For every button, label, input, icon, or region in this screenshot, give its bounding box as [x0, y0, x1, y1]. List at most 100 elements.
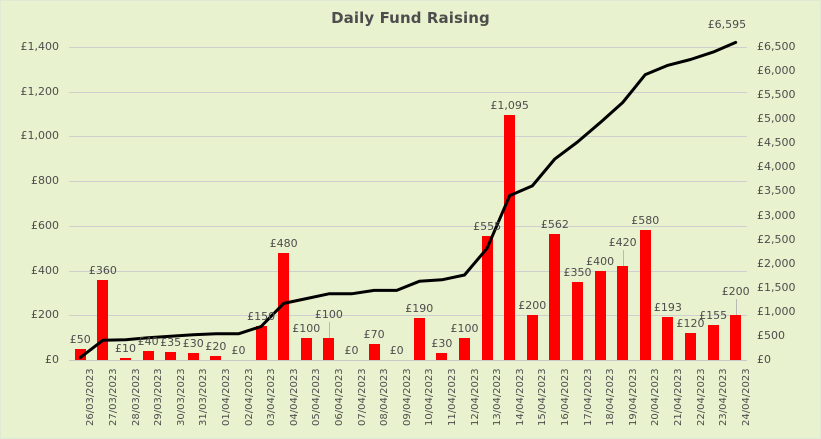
- bar-value-label: £100: [314, 307, 343, 321]
- bar-value-label: £50: [69, 332, 91, 346]
- y-axis-left-tick: £400: [31, 263, 59, 277]
- bar: [436, 353, 448, 360]
- y-axis-left-tick: £800: [31, 174, 59, 188]
- bar-value-label: £555: [473, 219, 502, 233]
- bar-value-label: £70: [363, 328, 385, 342]
- bar-value-label: £580: [631, 214, 660, 228]
- plot-area: £50 £360 £10 £40 £35 £30 £20 £0 £150 £480 £100 £100…: [69, 40, 750, 360]
- x-axis-tick-label: 13/04/2023: [492, 368, 504, 426]
- bar: [617, 266, 629, 360]
- x-axis-tick-label: 24/04/2023: [740, 368, 752, 426]
- bar: [526, 315, 538, 360]
- bar: [413, 317, 425, 360]
- bar-value-label: £0: [231, 344, 246, 357]
- y-axis-right-tick: £2,500: [757, 232, 796, 246]
- bar: [300, 337, 312, 360]
- bar-value-label: £0: [344, 344, 359, 357]
- bar-value-label: £100: [450, 321, 479, 335]
- bar-value-label: £193: [653, 300, 682, 314]
- x-axis-tick-label: 19/04/2023: [627, 368, 639, 426]
- chart-title: Daily Fund Raising: [331, 9, 490, 27]
- bar-value-label: £0: [389, 344, 404, 357]
- y-axis-right-tick: £3,000: [757, 208, 796, 222]
- x-axis-tick-label: 06/04/2023: [333, 368, 345, 426]
- bar-value-label: £420: [608, 236, 637, 250]
- bar: [504, 115, 516, 360]
- gridline: [69, 47, 747, 48]
- bar-value-label: £200: [721, 285, 750, 299]
- y-axis-right-tick: £5,500: [757, 88, 796, 102]
- x-axis-tick-label: 28/03/2023: [130, 368, 142, 426]
- bar-value-label: £200: [518, 299, 547, 313]
- x-axis-tick-label: 04/04/2023: [288, 368, 300, 426]
- x-axis-baseline: [69, 360, 747, 361]
- y-axis-left-tick: £1,400: [20, 40, 60, 53]
- bar-value-label: £1,095: [490, 99, 529, 113]
- x-axis-tick-label: 23/04/2023: [718, 368, 730, 426]
- bar: [459, 337, 470, 360]
- y-axis-right-tick: £4,000: [757, 160, 796, 174]
- x-axis-tick-label: 09/04/2023: [401, 368, 413, 426]
- bar-value-label: £190: [405, 301, 434, 315]
- y-axis-right-tick: £500: [757, 328, 785, 342]
- bar: [165, 352, 177, 360]
- bar: [662, 316, 674, 360]
- y-axis-right-tick: £1,000: [757, 304, 796, 318]
- bar-value-label: £480: [269, 236, 298, 250]
- y-axis-left-tick: £0: [45, 353, 59, 366]
- bar: [639, 230, 651, 360]
- bar: [594, 270, 606, 360]
- bar: [685, 333, 696, 360]
- y-axis-right-tick: £6,500: [757, 40, 796, 53]
- y-axis-left-tick: £200: [31, 308, 59, 322]
- bar-value-label: £562: [540, 218, 569, 232]
- bar: [730, 315, 742, 360]
- x-axis-tick-label: 05/04/2023: [311, 368, 323, 426]
- bar: [368, 344, 380, 360]
- bar: [255, 326, 267, 360]
- label-leader-line: [735, 299, 737, 316]
- x-axis-tick-label: 03/04/2023: [266, 368, 278, 426]
- bar-value-label: £40: [137, 335, 159, 349]
- x-axis-tick-label: 27/03/2023: [107, 368, 119, 426]
- bar: [481, 235, 493, 360]
- y-axis-left-tick: £1,000: [20, 129, 60, 143]
- bar: [707, 325, 719, 360]
- gridline: [69, 91, 747, 93]
- bar-value-label: £100: [292, 321, 321, 335]
- x-axis-tick-label: 22/04/2023: [695, 368, 707, 426]
- bar: [323, 337, 335, 360]
- label-leader-line: [328, 321, 330, 338]
- x-axis-tick-label: 26/03/2023: [85, 368, 97, 426]
- bar: [549, 234, 561, 360]
- x-axis-tick-label: 17/04/2023: [582, 368, 594, 426]
- x-axis-tick-label: 01/04/2023: [220, 368, 232, 426]
- bar-value-label: £35: [160, 336, 182, 350]
- label-leader-line: [622, 250, 624, 267]
- x-axis-tick-label: 30/03/2023: [175, 368, 187, 426]
- bar: [278, 252, 290, 360]
- x-axis-tick-label: 20/04/2023: [650, 368, 662, 426]
- bar: [572, 281, 583, 360]
- bar-value-label: £30: [182, 337, 204, 351]
- x-axis-tick-label: 08/04/2023: [379, 368, 391, 426]
- y-axis-right-tick: £2,000: [757, 256, 796, 270]
- x-axis-tick-label: 31/03/2023: [198, 368, 210, 426]
- bar-value-label: £120: [676, 317, 705, 331]
- x-axis-tick-label: 07/04/2023: [356, 368, 368, 426]
- gridline: [69, 136, 747, 138]
- bar: [187, 353, 199, 360]
- bar: [74, 348, 86, 360]
- x-axis-tick-label: 16/04/2023: [559, 368, 571, 426]
- y-axis-right-tick: £5,000: [757, 112, 796, 126]
- y-axis-right-tick: £3,500: [757, 184, 796, 198]
- bar-value-label: £20: [205, 339, 227, 353]
- x-axis-tick-label: 02/04/2023: [243, 368, 255, 426]
- x-axis-tick-label: 10/04/2023: [424, 368, 436, 426]
- x-axis-tick-label: 14/04/2023: [514, 368, 526, 426]
- gridline: [69, 181, 747, 183]
- y-axis-right-tick: £0: [757, 353, 771, 366]
- bar: [97, 279, 109, 360]
- bar-value-label: £155: [699, 309, 728, 323]
